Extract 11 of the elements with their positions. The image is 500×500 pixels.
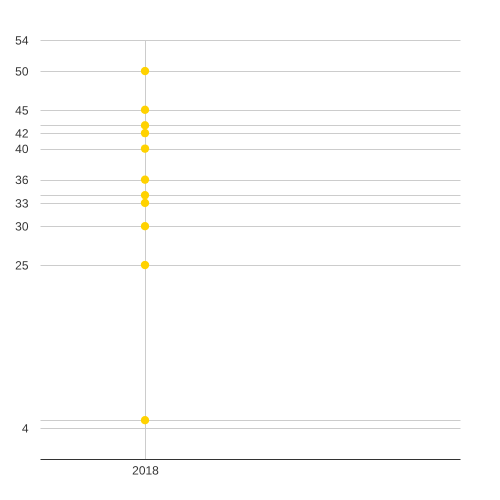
x-tick-label: 2018 bbox=[132, 464, 160, 478]
y-tick-label: 4 bbox=[22, 421, 29, 436]
y-tick-label: 50 bbox=[15, 64, 29, 79]
y-tick-label: 33 bbox=[15, 196, 29, 210]
y-tick-label: 30 bbox=[15, 220, 29, 234]
y-tick-label: 45 bbox=[15, 103, 29, 118]
y-tick-label: 42 bbox=[15, 126, 29, 141]
y-tick-label: 36 bbox=[15, 173, 29, 188]
y-tick-label: 40 bbox=[15, 142, 29, 156]
y-tick-label: 54 bbox=[15, 34, 29, 48]
y-tick-label: 25 bbox=[15, 258, 29, 273]
